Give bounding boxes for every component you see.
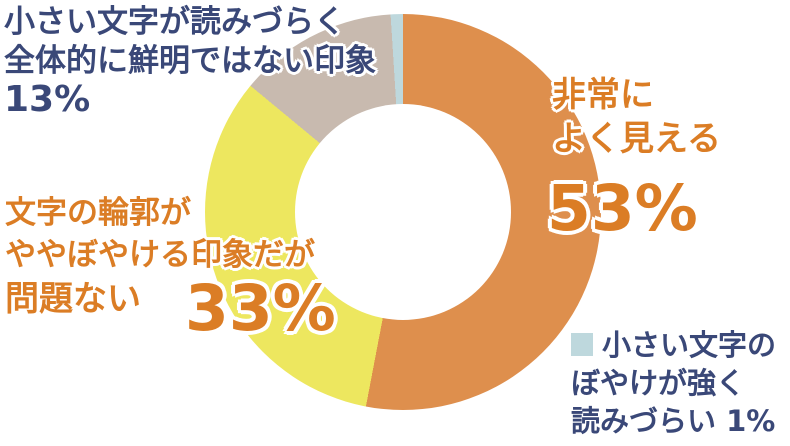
label-line: ぼやけが強く [571,366,746,400]
label-line: よく見える [552,119,721,159]
label-small-text-hard-13pct: 小さい文字が読みづらく 全体的に鮮明ではない印象 13% [4,3,376,119]
label-slightly-blurry-ok: 文字の輪郭が ややぼやける印象だが 問題ない [5,192,315,322]
donut-chart [205,14,601,410]
percent-value-13: 13% [4,79,91,120]
label-line: 非常に [552,75,654,115]
label-line: 問題ない [5,279,141,319]
label-line: 小さい文字の [571,326,776,364]
label-strong-blur-1pct: 小さい文字の ぼやけが強く 読みづらい 1% [571,326,776,440]
label-line: 文字の輪郭が [5,195,191,231]
label-line-text: 小さい文字の [602,328,777,362]
label-very-visible: 非常に よく見える [552,73,721,161]
label-line: 読みづらい 1% [571,404,776,438]
donut-hole [295,104,511,320]
legend-swatch-1pct-icon [571,333,593,356]
percent-value-53: 53% [547,172,698,245]
label-line: 小さい文字が読みづらく [4,4,345,40]
percent-value-33: 33% [185,272,336,345]
label-line: ややぼやける印象だが [5,237,315,273]
label-line: 全体的に鮮明ではない印象 [4,43,376,79]
